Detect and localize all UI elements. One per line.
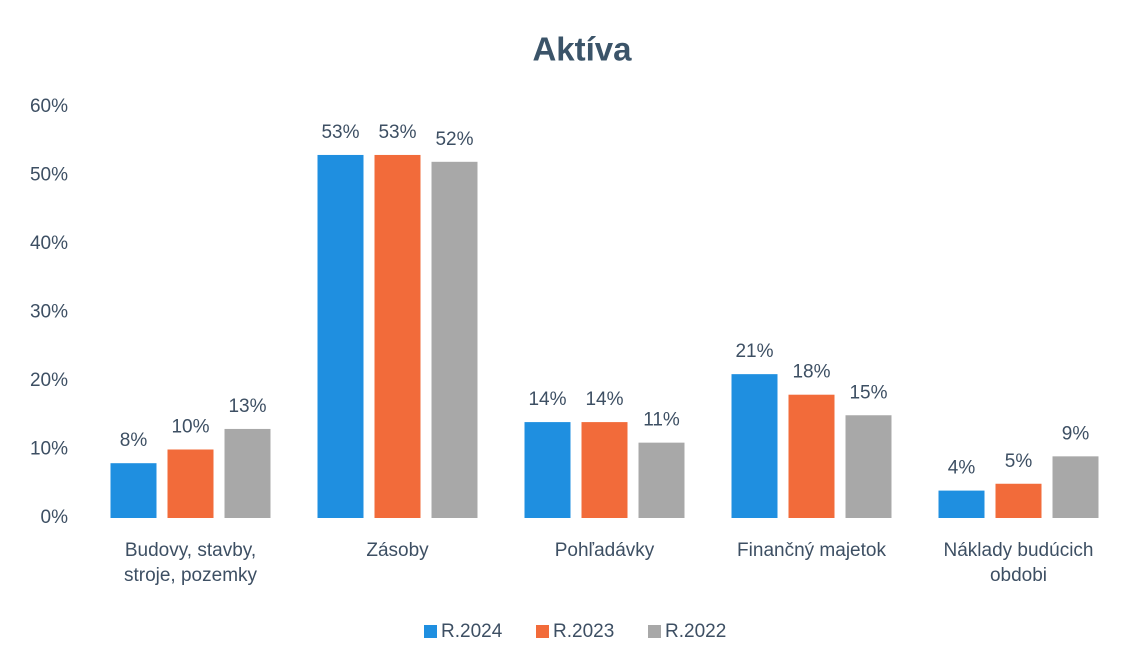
value-label: 52% — [435, 129, 473, 150]
bar — [638, 442, 685, 518]
legend-label: R.2022 — [665, 621, 726, 642]
value-label: 14% — [528, 389, 566, 410]
y-tick-label: 20% — [30, 370, 68, 391]
legend-label: R.2024 — [441, 621, 503, 642]
y-tick-label: 50% — [30, 165, 68, 186]
value-label: 14% — [585, 389, 623, 410]
bar — [317, 154, 364, 518]
y-tick-label: 10% — [30, 439, 68, 460]
value-label: 5% — [1005, 451, 1033, 472]
bar — [995, 483, 1042, 518]
y-tick-label: 40% — [30, 233, 68, 254]
bar — [845, 415, 892, 518]
x-tick-label: Náklady budúcich obdobi — [943, 540, 1094, 586]
y-tick-label: 0% — [41, 507, 69, 528]
x-tick-label: Budovy, stavby, stroje, pozemky — [123, 540, 258, 586]
value-label: 53% — [378, 122, 416, 143]
bar — [224, 428, 271, 518]
bar — [374, 154, 421, 518]
bar — [1052, 456, 1099, 518]
x-tick-label: Finančný majetok — [737, 540, 886, 561]
x-tick-label: Zásoby — [366, 540, 429, 561]
value-label: 10% — [171, 417, 209, 438]
bar — [431, 161, 478, 519]
chart-title: Aktíva — [532, 31, 632, 68]
legend-swatch — [648, 625, 661, 638]
legend-label: R.2023 — [553, 621, 614, 642]
value-label: 15% — [849, 382, 887, 403]
legend-swatch — [424, 625, 437, 638]
value-label: 11% — [643, 410, 680, 431]
bar — [581, 422, 628, 518]
value-label: 9% — [1062, 423, 1090, 444]
value-label: 18% — [792, 362, 830, 383]
y-tick-label: 30% — [30, 302, 68, 323]
value-label: 13% — [228, 396, 266, 417]
bar — [788, 394, 835, 518]
value-label: 4% — [948, 458, 976, 479]
bar — [110, 463, 157, 518]
value-label: 53% — [321, 122, 359, 143]
bar — [524, 422, 571, 518]
value-label: 21% — [735, 341, 773, 362]
x-tick-label: Pohľadávky — [554, 540, 655, 561]
legend-swatch — [536, 625, 549, 638]
bar — [167, 449, 214, 518]
bar — [731, 374, 778, 518]
y-tick-label: 60% — [30, 96, 68, 117]
value-label: 8% — [120, 430, 148, 451]
bar — [938, 490, 985, 518]
